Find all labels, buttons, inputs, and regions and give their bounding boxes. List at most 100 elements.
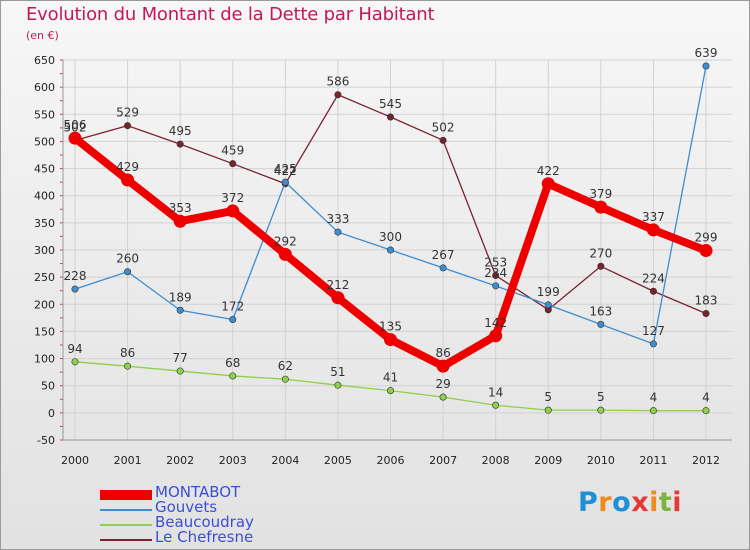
data-point-montabot: [226, 204, 240, 218]
x-tick-label: 2010: [587, 454, 615, 467]
logo-letter: o: [612, 487, 632, 518]
x-tick-label: 2000: [61, 454, 89, 467]
data-label-montabot: 135: [379, 320, 402, 334]
data-point-le-chefresne: [124, 122, 132, 130]
x-tick-label: 2008: [482, 454, 510, 467]
y-tick-label: -50: [37, 434, 55, 447]
data-point-beaucoudray: [176, 367, 184, 375]
data-label-beaucoudray: 86: [120, 346, 135, 360]
data-point-gouvets: [281, 178, 289, 186]
legend-label-beaucoudray: Beaucoudray: [155, 513, 254, 531]
proxiti-logo: Proxiti: [578, 487, 682, 518]
x-tick-label: 2005: [324, 454, 352, 467]
data-label-gouvets: 639: [695, 46, 718, 60]
legend-item-le-chefresne: Le Chefresne: [100, 528, 320, 547]
data-point-gouvets: [229, 315, 237, 323]
data-point-beaucoudray: [439, 393, 447, 401]
data-label-beaucoudray: 77: [173, 351, 188, 365]
data-label-beaucoudray: 68: [225, 356, 240, 370]
logo-letter: i: [649, 487, 659, 518]
data-point-beaucoudray: [597, 406, 605, 414]
data-point-montabot: [278, 247, 292, 261]
data-label-le-chefresne: 422: [274, 164, 297, 178]
logo-letter: r: [598, 487, 613, 518]
data-label-gouvets: 127: [642, 324, 665, 338]
data-point-le-chefresne: [229, 160, 237, 168]
data-point-le-chefresne: [439, 136, 447, 144]
data-point-montabot: [331, 291, 345, 305]
data-label-gouvets: 228: [64, 269, 87, 283]
data-point-gouvets: [439, 264, 447, 272]
x-tick-label: 2002: [166, 454, 194, 467]
data-label-montabot: 337: [642, 210, 665, 224]
data-point-le-chefresne: [649, 287, 657, 295]
y-tick-label: 200: [34, 298, 55, 311]
chart-title: Evolution du Montant de la Dette par Hab…: [26, 4, 435, 25]
data-label-beaucoudray: 14: [488, 385, 503, 399]
legend-label-gouvets: Gouvets: [155, 498, 218, 516]
data-point-montabot: [436, 359, 450, 373]
data-point-le-chefresne: [386, 113, 394, 121]
x-tick-label: 2003: [219, 454, 247, 467]
legend-label-montabot: MONTABOT: [155, 483, 241, 501]
chart-unit-label: (en €): [26, 29, 59, 42]
data-point-le-chefresne: [702, 310, 710, 318]
data-label-gouvets: 333: [326, 212, 349, 226]
data-label-beaucoudray: 29: [435, 377, 450, 391]
data-point-gouvets: [597, 320, 605, 328]
legend-item-gouvets: Gouvets: [100, 498, 320, 517]
x-tick-label: 2001: [114, 454, 142, 467]
logo-letter: i: [672, 487, 683, 518]
data-label-beaucoudray: 41: [383, 371, 398, 385]
data-point-beaucoudray: [71, 358, 79, 366]
legend-swatch-montabot: [100, 490, 152, 500]
data-label-gouvets: 172: [221, 299, 244, 313]
data-label-montabot: 379: [589, 187, 612, 201]
data-label-montabot: 353: [169, 201, 192, 215]
data-point-le-chefresne: [176, 140, 184, 148]
data-label-gouvets: 267: [432, 248, 455, 262]
data-label-montabot: 212: [326, 278, 349, 292]
data-label-gouvets: 199: [537, 285, 560, 299]
data-point-gouvets: [649, 340, 657, 348]
x-tick-label: 2011: [639, 454, 667, 467]
y-tick-label: 600: [34, 81, 55, 94]
data-point-gouvets: [124, 268, 132, 276]
logo-letter: P: [578, 487, 599, 518]
data-point-beaucoudray: [386, 387, 394, 395]
data-point-beaucoudray: [124, 362, 132, 370]
legend-swatch-le-chefresne: [100, 539, 152, 541]
y-tick-label: 0: [48, 407, 55, 420]
x-tick-label: 2012: [692, 454, 720, 467]
y-tick-label: 50: [41, 380, 55, 393]
legend-item-montabot: MONTABOT: [100, 483, 320, 502]
data-label-le-chefresne: 253: [484, 256, 507, 270]
y-tick-label: 400: [34, 190, 55, 203]
data-label-montabot: 292: [274, 234, 297, 248]
x-tick-label: 2007: [429, 454, 457, 467]
data-label-montabot: 86: [435, 346, 450, 360]
y-tick-label: 550: [34, 108, 55, 121]
data-label-beaucoudray: 62: [278, 359, 293, 373]
data-label-gouvets: 425: [274, 162, 297, 176]
data-point-gouvets: [334, 228, 342, 236]
data-label-beaucoudray: 51: [330, 365, 345, 379]
data-label-gouvets: 189: [169, 290, 192, 304]
data-point-montabot: [121, 173, 135, 187]
data-point-montabot: [594, 200, 608, 214]
data-label-le-chefresne: 502: [432, 120, 455, 134]
legend-label-le-chefresne: Le Chefresne: [155, 528, 254, 546]
y-tick-label: 500: [34, 135, 55, 148]
data-point-le-chefresne: [597, 262, 605, 270]
data-label-montabot: 422: [537, 164, 560, 178]
data-label-le-chefresne: 586: [326, 75, 349, 89]
data-label-gouvets: 300: [379, 230, 402, 244]
data-point-montabot: [541, 177, 555, 191]
y-tick-label: 350: [34, 217, 55, 230]
data-label-beaucoudray: 5: [597, 390, 605, 404]
data-point-beaucoudray: [492, 401, 500, 409]
y-tick-label: 150: [34, 325, 55, 338]
data-point-gouvets: [702, 62, 710, 70]
